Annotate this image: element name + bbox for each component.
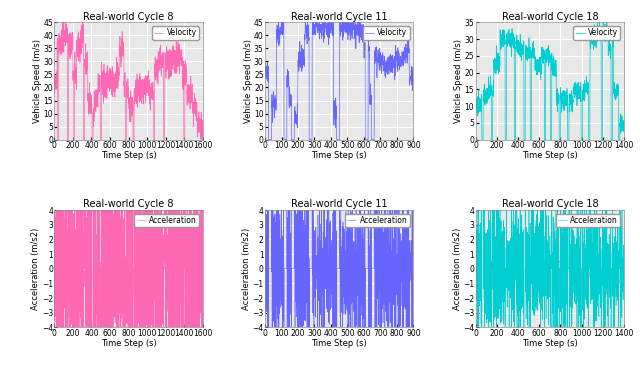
X-axis label: Time Step (s): Time Step (s)	[100, 339, 156, 348]
Y-axis label: Acceleration (m/s2): Acceleration (m/s2)	[242, 228, 251, 310]
Legend: Velocity: Velocity	[363, 26, 410, 40]
X-axis label: Time Step (s): Time Step (s)	[522, 339, 578, 348]
X-axis label: Time Step (s): Time Step (s)	[100, 151, 156, 160]
Title: Real-world Cycle 18: Real-world Cycle 18	[502, 199, 598, 209]
Title: Real-world Cycle 8: Real-world Cycle 8	[83, 12, 174, 22]
Legend: Velocity: Velocity	[573, 26, 620, 40]
Legend: Velocity: Velocity	[152, 26, 199, 40]
X-axis label: Time Step (s): Time Step (s)	[311, 151, 367, 160]
X-axis label: Time Step (s): Time Step (s)	[522, 151, 578, 160]
Y-axis label: Vehicle Speed (m/s): Vehicle Speed (m/s)	[454, 39, 463, 123]
Y-axis label: Vehicle Speed (m/s): Vehicle Speed (m/s)	[243, 39, 253, 123]
Title: Real-world Cycle 18: Real-world Cycle 18	[502, 12, 598, 22]
Title: Real-world Cycle 11: Real-world Cycle 11	[291, 12, 387, 22]
Legend: Acceleration: Acceleration	[134, 214, 199, 227]
Legend: Acceleration: Acceleration	[345, 214, 410, 227]
Y-axis label: Vehicle Speed (m/s): Vehicle Speed (m/s)	[33, 39, 42, 123]
Y-axis label: Acceleration (m/s2): Acceleration (m/s2)	[452, 228, 461, 310]
Y-axis label: Acceleration (m/s2): Acceleration (m/s2)	[31, 228, 40, 310]
Title: Real-world Cycle 11: Real-world Cycle 11	[291, 199, 387, 209]
Legend: Acceleration: Acceleration	[556, 214, 620, 227]
Title: Real-world Cycle 8: Real-world Cycle 8	[83, 199, 174, 209]
X-axis label: Time Step (s): Time Step (s)	[311, 339, 367, 348]
